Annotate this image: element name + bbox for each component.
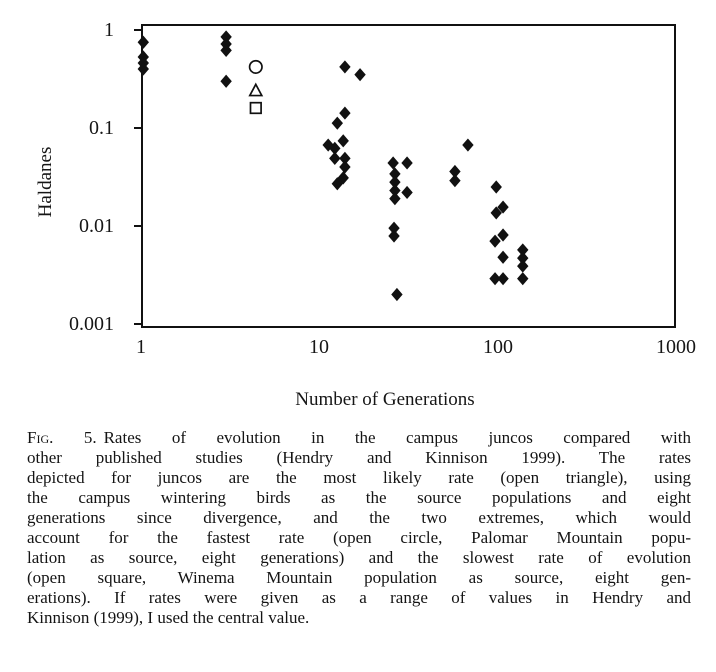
caption-line-3: depicted for juncos are the most likely … [27, 468, 691, 487]
caption-line-6: account for the fastest rate (open circl… [27, 528, 691, 547]
open-circle-markers [248, 59, 263, 74]
plot-canvas [134, 24, 676, 328]
figure-caption: Fig. 5. Rates of evolution in the campus … [27, 428, 691, 628]
y-tick-label-0p1: 0.1 [89, 117, 114, 139]
scatter-plot: Haldanes 1 0.1 0.01 0.001 1 10 100 1000 … [35, 19, 696, 410]
y-tick-label-0p001: 0.001 [69, 313, 114, 335]
caption-line-5: generations since divergence, and the tw… [27, 508, 691, 527]
open-square-markers [249, 101, 262, 115]
x-tick-label-100: 100 [483, 336, 513, 358]
caption-line-10: Kinnison (1999), I used the central valu… [27, 608, 310, 627]
x-tick-label-10: 10 [309, 336, 329, 358]
y-axis-ticks [134, 29, 142, 325]
y-tick-label-0p01: 0.01 [79, 215, 114, 237]
caption-line-2: other published studies (Hendry and Kinn… [27, 448, 691, 467]
caption-line-8: (open square, Winema Mountain population… [27, 568, 691, 587]
x-tick-label-1000: 1000 [656, 336, 696, 358]
caption-line-1: Fig. 5. Rates of evolution in the campus … [27, 428, 691, 447]
caption-line-4: the campus wintering birds as the source… [27, 488, 691, 507]
caption-line-9: erations). If rates were given as a rang… [27, 588, 691, 607]
caption-line-7: lation as source, eight generations) and… [27, 548, 691, 567]
x-axis-title: Number of Generations [295, 389, 475, 410]
open-triangle-markers [248, 82, 264, 97]
x-tick-label-1: 1 [136, 336, 146, 358]
plot-frame [141, 24, 676, 328]
y-tick-label-1: 1 [104, 19, 114, 41]
filled-diamond-markers [137, 30, 529, 302]
figure-number-label: Fig. 5. [27, 428, 97, 447]
